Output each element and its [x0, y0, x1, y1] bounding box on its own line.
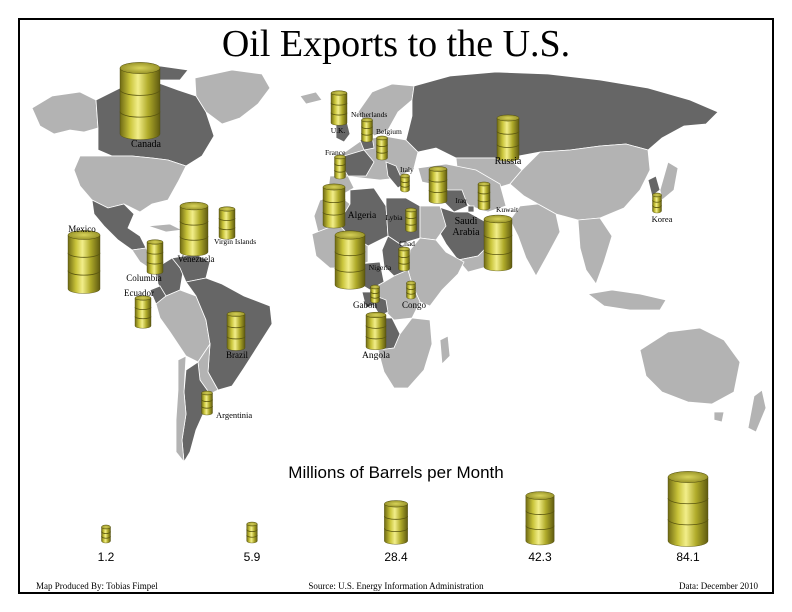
- legend-value-0: 1.2: [98, 550, 115, 564]
- madagascar: [439, 335, 451, 365]
- map-title: Oil Exports to the U.S.: [221, 23, 571, 65]
- country-india: [509, 203, 561, 277]
- label-canada: Canada: [131, 139, 162, 150]
- country-usa-alaska: [31, 91, 99, 135]
- legend-value-3: 42.3: [528, 550, 552, 564]
- credit-text: Map Produced By: Tobias Fimpel: [36, 581, 158, 591]
- southern-africa: [377, 317, 433, 389]
- indonesia: [587, 289, 667, 311]
- barrel-congo: [406, 280, 416, 300]
- label-lybia: Lybia: [385, 213, 403, 222]
- label-ecuador: Ecuador: [124, 288, 154, 298]
- barrel-algeria: [322, 183, 346, 229]
- label-italy: Italy: [400, 165, 414, 174]
- barrel-argentinia: [201, 390, 213, 416]
- label-u-k-: U.K.: [331, 126, 346, 135]
- legend-barrel-2: [383, 500, 409, 545]
- legend-barrel-0: [101, 524, 111, 544]
- legend-value-2: 28.4: [384, 550, 408, 564]
- label-saudi-arabia: Saudi Arabia: [452, 216, 480, 238]
- country-kuwait: [467, 205, 475, 213]
- label-russia: Russia: [495, 156, 522, 167]
- caribbean: [147, 223, 184, 233]
- barrel-italy: [400, 173, 410, 193]
- tasmania: [713, 411, 725, 423]
- barrel-kuwait: [477, 181, 491, 211]
- label-venezuela: Venezuela: [178, 254, 215, 264]
- barrel-angola: [365, 311, 387, 350]
- country-usa: [73, 155, 187, 213]
- date-text: Data: December 2010: [679, 581, 758, 591]
- barrel-nigeria: [334, 230, 366, 290]
- label-congo: Congo: [402, 300, 427, 310]
- label-angola: Angola: [362, 351, 391, 361]
- label-chad: Chad: [399, 239, 415, 248]
- label-virgin-islands: Virgin Islands: [214, 237, 256, 246]
- country-chile: [175, 355, 187, 464]
- label-brazil: Brazil: [226, 350, 248, 360]
- source-text: Source: U.S. Energy Information Administ…: [308, 581, 484, 591]
- legend-barrel-3: [525, 491, 555, 546]
- barrel-markers: [67, 62, 662, 416]
- barrel-brazil: [226, 311, 246, 351]
- barrel-gabon: [370, 284, 380, 304]
- australia: [639, 327, 741, 405]
- barrel-korea: [652, 192, 662, 214]
- country-labels: Canada Mexico Venezuela Virgin Islands Colum…: [68, 110, 672, 420]
- new-zealand: [747, 389, 767, 433]
- label-netherlands: Netherlands: [351, 110, 387, 119]
- legend-value-4: 84.1: [676, 550, 700, 564]
- barrel-saudi-arabia: [483, 214, 513, 272]
- label-gabon: Gabon: [353, 300, 377, 310]
- legend-barrels: 1.2 5.9 28.4 42.3 84.1: [98, 471, 709, 564]
- label-kuwait: Kuwait: [496, 205, 519, 214]
- country-china: [509, 143, 651, 221]
- barrel-ecuador: [134, 295, 152, 329]
- barrel-columbia: [146, 239, 164, 275]
- barrel-france: [334, 154, 346, 180]
- legend-barrel-1: [246, 521, 258, 544]
- country-mexico: [91, 199, 147, 251]
- barrel-virgin-islands: [218, 206, 236, 240]
- barrel-mexico: [67, 230, 101, 294]
- label-argentinia: Argentinia: [216, 410, 252, 420]
- country-russia: [405, 71, 719, 159]
- barrel-russia: [496, 114, 520, 162]
- legend-barrel-4: [667, 471, 709, 547]
- country-japan: [659, 161, 679, 201]
- label-mexico: Mexico: [68, 224, 96, 234]
- label-columbia: Columbia: [126, 273, 162, 283]
- label-korea: Korea: [652, 214, 673, 224]
- label-france: France: [325, 148, 346, 157]
- country-iceland: [299, 91, 323, 105]
- egypt: [419, 205, 447, 241]
- barrel-netherlands: [361, 117, 373, 143]
- southeast-asia: [577, 217, 613, 285]
- barrel-u-k-: [330, 90, 348, 126]
- legend-value-1: 5.9: [244, 550, 261, 564]
- barrel-chad: [398, 246, 410, 272]
- barrel-lybia: [405, 207, 417, 233]
- barrel-iraq: [428, 166, 448, 204]
- label-iraq: Iraq: [455, 197, 467, 205]
- label-belgium: Belgium: [376, 127, 402, 136]
- barrel-belgium: [376, 135, 388, 161]
- barrel-canada: [119, 62, 161, 140]
- label-nigeria: Nigeria: [369, 263, 392, 272]
- label-algeria: Algeria: [348, 211, 377, 221]
- barrel-venezuela: [179, 201, 209, 257]
- legend-title: Millions of Barrels per Month: [288, 463, 504, 482]
